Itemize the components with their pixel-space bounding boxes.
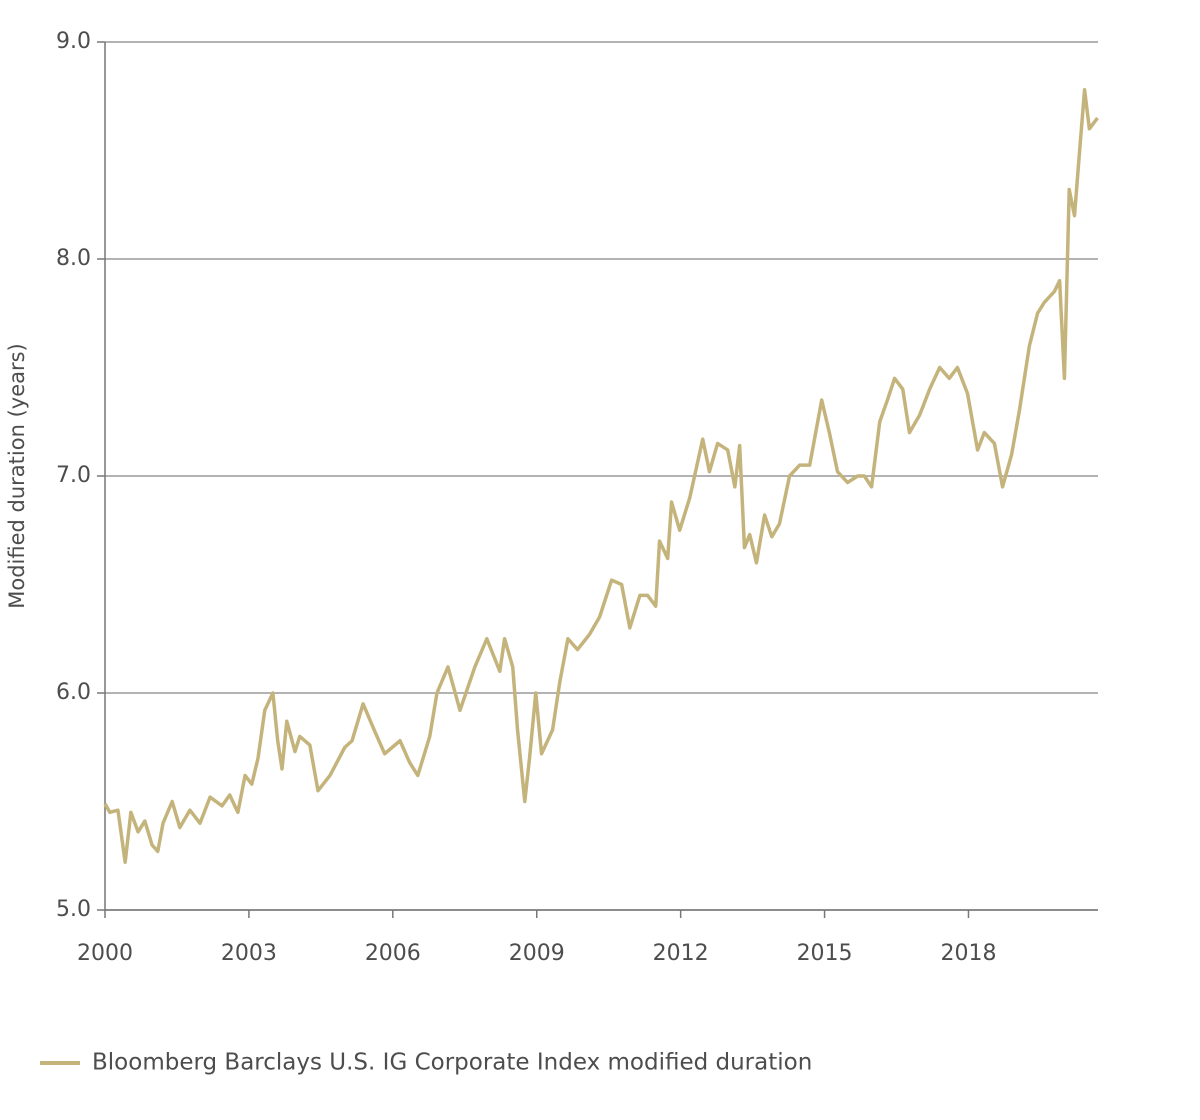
- y-tick-label: 7.0: [56, 463, 91, 488]
- x-tick-label: 2009: [509, 941, 565, 966]
- y-tick-label: 6.0: [56, 680, 91, 705]
- y-tick-label: 5.0: [56, 897, 91, 922]
- x-tick-label: 2003: [221, 941, 277, 966]
- legend-label: Bloomberg Barclays U.S. IG Corporate Ind…: [92, 1050, 812, 1076]
- x-tick-label: 2006: [365, 941, 421, 966]
- data-line: [103, 87, 1099, 865]
- x-tick-label: 2012: [653, 941, 709, 966]
- y-tick-label: 8.0: [56, 246, 91, 271]
- x-tick-label: 2015: [797, 941, 853, 966]
- y-axis-title: Modified duration (years): [5, 343, 29, 609]
- x-tick-label: 2000: [77, 941, 133, 966]
- x-tick-label: 2018: [940, 941, 996, 966]
- y-tick-label: 9.0: [56, 29, 91, 54]
